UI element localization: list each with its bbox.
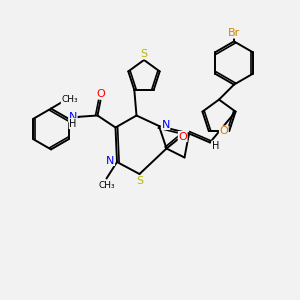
Text: N: N (69, 112, 77, 122)
Text: CH₃: CH₃ (61, 95, 78, 104)
Text: S: S (140, 49, 148, 59)
Text: Br: Br (228, 28, 240, 38)
Text: O: O (220, 126, 228, 136)
Text: H: H (212, 141, 219, 151)
Text: N: N (106, 155, 115, 166)
Text: N: N (161, 119, 170, 130)
Text: H: H (69, 118, 76, 129)
Text: S: S (136, 176, 143, 186)
Text: CH₃: CH₃ (98, 181, 115, 190)
Text: O: O (96, 89, 105, 99)
Text: O: O (178, 131, 187, 142)
